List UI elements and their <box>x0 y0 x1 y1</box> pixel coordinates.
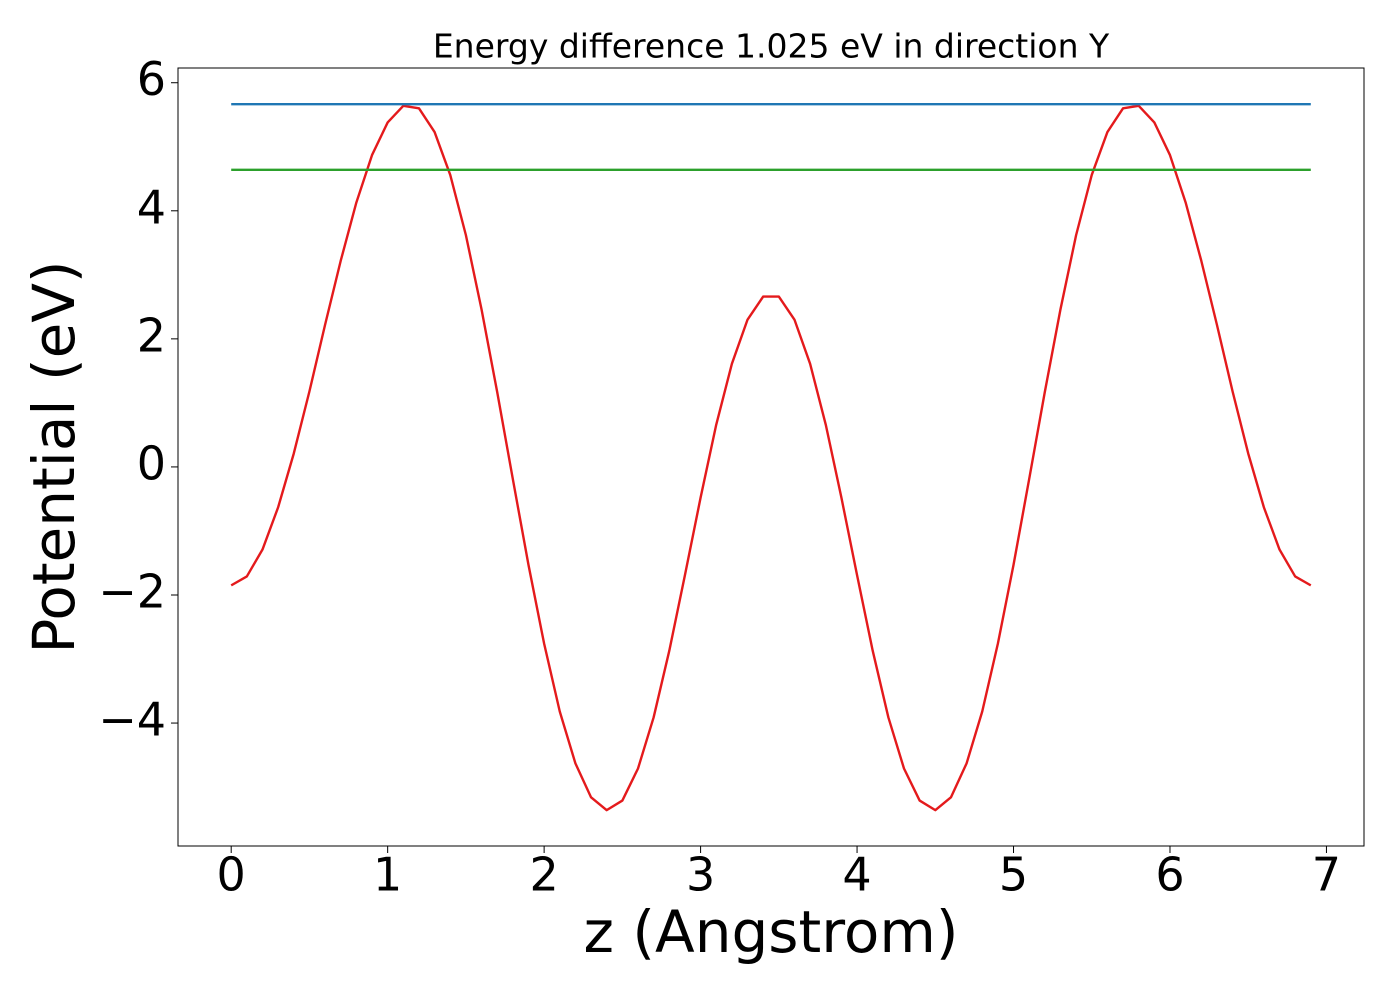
x-tick-label: 1 <box>373 848 402 902</box>
plot-frame <box>177 67 1365 847</box>
y-axis-label: Potential (eV) <box>20 260 88 653</box>
y-tick-label: 6 <box>137 52 166 106</box>
x-tick-label: 5 <box>999 848 1028 902</box>
y-tick-label: 0 <box>137 436 166 490</box>
x-tick-label: 0 <box>217 848 246 902</box>
x-tick-label: 2 <box>529 848 558 902</box>
chart-title: Energy difference 1.025 eV in direction … <box>433 27 1110 66</box>
line-series <box>230 104 1312 812</box>
x-tick-label: 7 <box>1312 848 1341 902</box>
y-tick-label: 4 <box>137 180 166 234</box>
x-tick-label: 3 <box>686 848 715 902</box>
x-tick-label: 4 <box>842 848 871 902</box>
x-axis-label: z (Angstrom) <box>584 898 959 966</box>
x-tick-label: 6 <box>1155 848 1184 902</box>
y-tick-label: −2 <box>98 564 166 618</box>
y-tick-label: 2 <box>137 308 166 362</box>
y-tick-label: −4 <box>98 693 166 747</box>
